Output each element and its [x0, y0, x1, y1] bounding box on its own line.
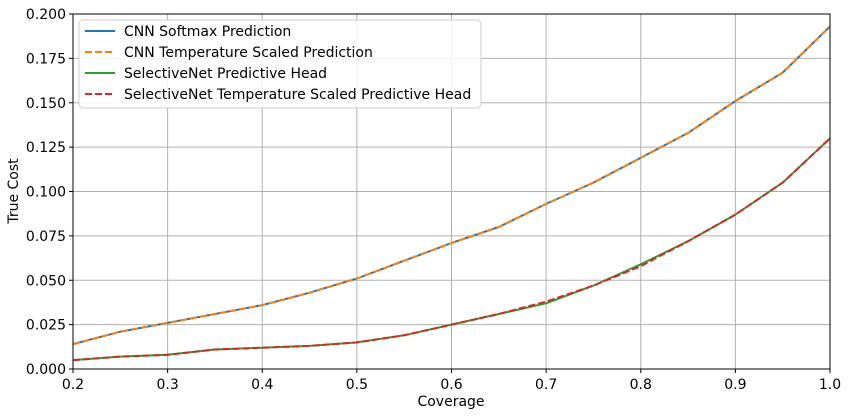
- y-axis-ticks: 0.000 0.025 0.050 0.075 0.100 0.125 0.150 0.175…: [26, 7, 73, 378]
- x-tick-label: 0.5: [346, 377, 368, 393]
- x-tick-label: 0.2: [62, 377, 84, 393]
- y-tick-label: 0.125: [26, 140, 66, 156]
- legend-label: CNN Softmax Prediction: [124, 24, 291, 40]
- x-tick-label: 0.4: [251, 377, 273, 393]
- legend: CNN Softmax Prediction CNN Temperature Sc…: [78, 19, 482, 109]
- legend-label: SelectiveNet Temperature Scaled Predicti…: [124, 87, 471, 103]
- series-line-2: [72, 25, 831, 346]
- y-tick-label: 0.100: [26, 185, 66, 201]
- y-tick-label: 0.175: [26, 51, 66, 67]
- x-tick-label: 0.7: [535, 377, 557, 393]
- legend-frame: [78, 19, 482, 109]
- x-axis-label: Coverage: [417, 394, 484, 410]
- y-axis-label: True Cost: [6, 158, 22, 225]
- x-tick-label: 0.3: [156, 377, 178, 393]
- y-tick-label: 0.150: [26, 96, 66, 112]
- legend-label: SelectiveNet Predictive Head: [124, 66, 327, 82]
- x-tick-label: 0.9: [724, 377, 746, 393]
- x-axis-ticks: 0.2 0.3 0.4 0.5 0.6 0.7 0.8 0.9 1.0: [62, 369, 841, 393]
- x-tick-label: 1.0: [819, 377, 841, 393]
- series-layer: [72, 25, 831, 362]
- x-tick-label: 0.8: [630, 377, 652, 393]
- y-tick-label: 0.050: [26, 273, 66, 289]
- y-tick-label: 0.000: [26, 362, 66, 378]
- series-line-4: [72, 137, 831, 362]
- y-tick-label: 0.200: [26, 7, 66, 23]
- y-tick-label: 0.075: [26, 229, 66, 245]
- x-tick-label: 0.6: [440, 377, 462, 393]
- legend-label: CNN Temperature Scaled Prediction: [124, 45, 373, 61]
- y-tick-label: 0.025: [26, 318, 66, 334]
